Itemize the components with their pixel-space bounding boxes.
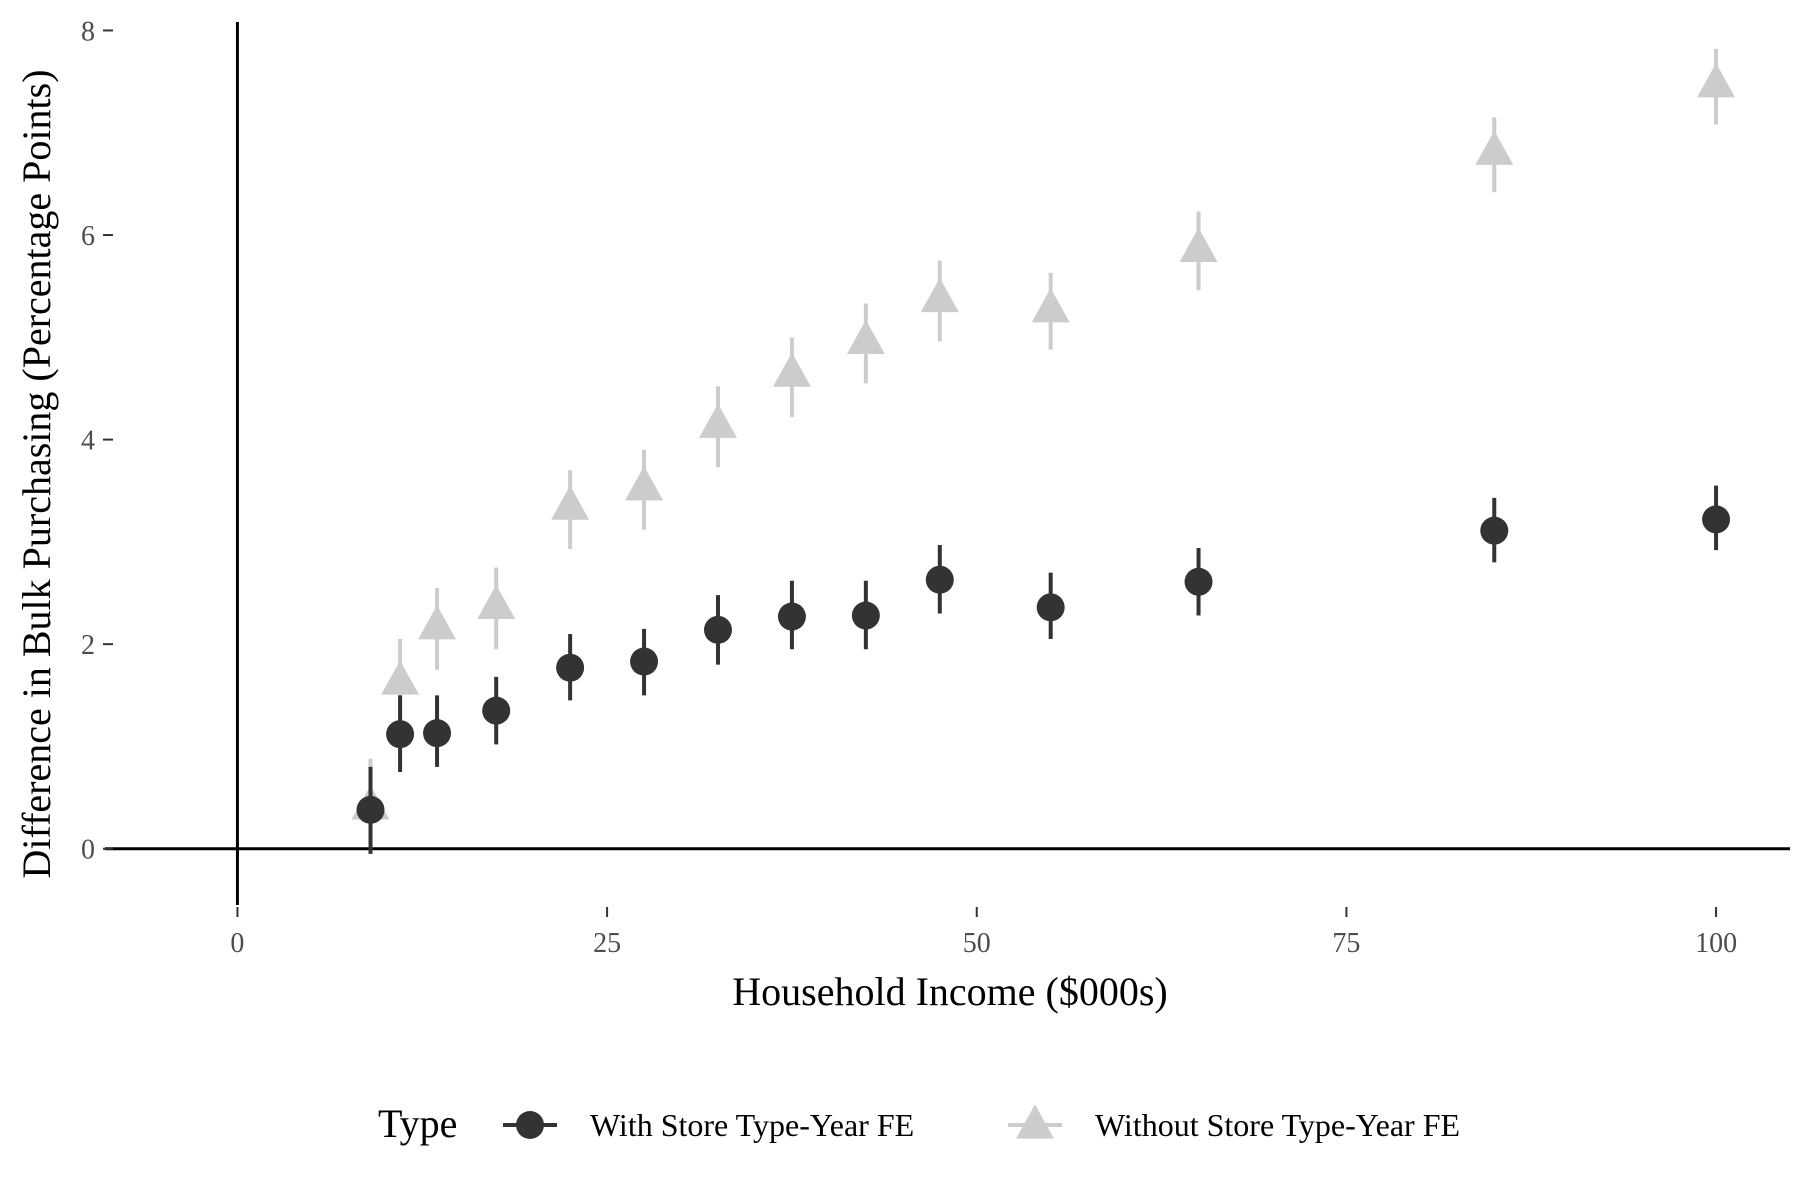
legend-item-with-fe: With Store Type-Year FE [503, 1107, 914, 1143]
legend-item-without-fe: Without Store Type-Year FE [1008, 1104, 1460, 1143]
axis-ticks: 0 2 4 6 8 0 25 50 75 100 [81, 16, 1737, 959]
y-axis-title: Difference in Bulk Purchasing (Percentag… [14, 69, 59, 878]
data-point-triangle [418, 605, 457, 640]
data-point-circle [703, 615, 732, 644]
data-point-circle [1480, 516, 1509, 545]
legend: Type With Store Type-Year FE Without Stor… [378, 1101, 1460, 1146]
data-point-triangle [1179, 227, 1218, 262]
plot-area [105, 22, 1790, 905]
y-tick-label: 4 [81, 426, 95, 457]
legend-label: Without Store Type-Year FE [1095, 1107, 1460, 1143]
legend-key-circle [516, 1111, 544, 1139]
data-point-triangle [772, 352, 811, 387]
data-point-circle [482, 696, 511, 725]
data-point-circle [386, 720, 415, 749]
x-tick-label: 75 [1332, 928, 1360, 959]
data-point-triangle [625, 466, 664, 501]
data-point-triangle [381, 660, 420, 695]
data-point-circle [925, 565, 954, 594]
x-tick-label: 0 [230, 928, 244, 959]
data-point-triangle [1475, 130, 1514, 165]
data-point-triangle [920, 277, 959, 313]
data-point-circle [1184, 567, 1213, 596]
legend-key-triangle [1016, 1104, 1054, 1139]
data-point-circle [851, 601, 880, 630]
y-tick-label: 8 [81, 16, 95, 47]
data-point-triangle [846, 319, 885, 355]
y-tick-label: 0 [81, 835, 95, 866]
data-point-triangle [698, 403, 737, 438]
data-point-triangle [1697, 63, 1736, 98]
data-point-circle [777, 602, 806, 631]
data-point-circle [1702, 505, 1731, 534]
x-tick-label: 25 [593, 928, 621, 959]
legend-title: Type [378, 1101, 457, 1146]
data-point-triangle [1031, 288, 1070, 323]
data-point-circle [356, 795, 385, 824]
x-tick-label: 100 [1695, 928, 1737, 959]
x-tick-label: 50 [963, 928, 991, 959]
data-point-circle [630, 647, 659, 676]
data-point-triangle [551, 485, 590, 520]
y-tick-label: 2 [81, 630, 95, 661]
data-point-circle [423, 719, 452, 748]
x-axis-title: Household Income ($000s) [732, 969, 1167, 1014]
data-point-circle [1036, 593, 1065, 622]
data-point-triangle [477, 584, 516, 619]
series-with-fe [356, 485, 1731, 854]
y-tick-label: 6 [81, 221, 95, 252]
legend-label: With Store Type-Year FE [590, 1107, 914, 1143]
series-without-fe [351, 48, 1736, 854]
data-point-circle [556, 653, 585, 682]
